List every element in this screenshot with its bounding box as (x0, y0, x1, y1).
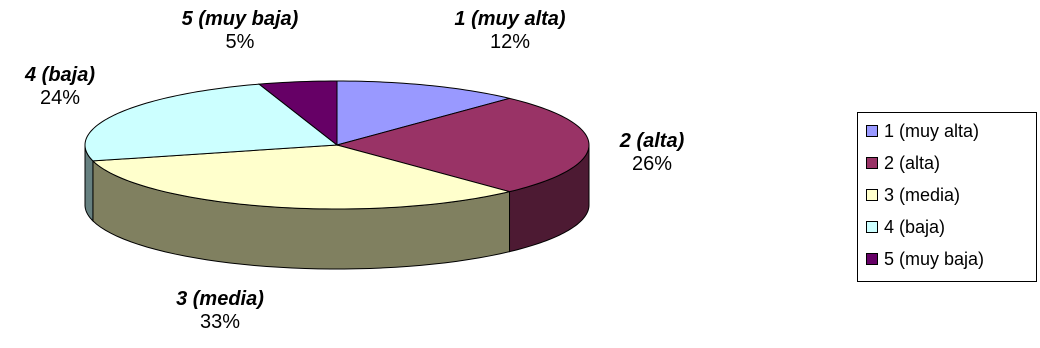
legend-label: 4 (baja) (884, 216, 946, 237)
pie-slice (336, 80, 510, 146)
legend-swatch (866, 189, 878, 201)
legend-swatch (866, 253, 878, 265)
legend-label: 1 (muy alta) (884, 120, 980, 141)
data-label-muy-baja: 5 (muy baja) 5% (160, 8, 320, 54)
data-label-media: 3 (media) 33% (150, 288, 290, 334)
data-label-baja: 4 (baja) 24% (0, 64, 120, 110)
data-label-name: 1 (muy alta) (454, 8, 566, 30)
data-label-percent: 5% (225, 31, 255, 53)
data-label-alta: 2 (alta) 26% (592, 130, 712, 176)
pie-slice (84, 83, 339, 162)
data-label-percent: 24% (39, 87, 81, 109)
data-label-name: 4 (baja) (24, 64, 96, 86)
data-label-percent: 26% (631, 153, 673, 175)
data-label-muy-alta: 1 (muy alta) 12% (430, 8, 590, 54)
legend-label: 3 (media) (884, 184, 961, 205)
legend-swatch (866, 157, 878, 169)
legend-swatch (866, 125, 878, 137)
legend-item-muy-baja: 5 (muy baja) (866, 247, 984, 271)
legend-item-alta: 2 (alta) (866, 151, 940, 175)
legend-label: 2 (alta) (884, 152, 941, 173)
legend-item-muy-alta: 1 (muy alta) (866, 119, 979, 143)
pie-slice (335, 97, 590, 193)
data-label-name: 2 (alta) (619, 130, 685, 152)
data-label-name: 5 (muy baja) (181, 8, 299, 30)
pie-slice (91, 144, 510, 210)
legend-label: 5 (muy baja) (884, 248, 985, 269)
pie-slice (257, 80, 338, 147)
legend: 1 (muy alta) 2 (alta) 3 (media) 4 (baja)… (857, 112, 1037, 282)
data-label-percent: 33% (199, 311, 241, 333)
data-label-name: 3 (media) (176, 288, 264, 310)
legend-item-media: 3 (media) (866, 183, 960, 207)
legend-swatch (866, 221, 878, 233)
data-label-percent: 12% (489, 31, 531, 53)
legend-item-baja: 4 (baja) (866, 215, 945, 239)
